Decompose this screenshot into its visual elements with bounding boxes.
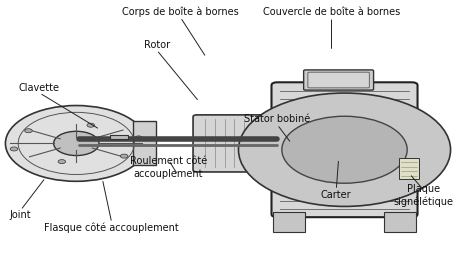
FancyBboxPatch shape	[193, 115, 295, 172]
FancyBboxPatch shape	[272, 82, 418, 217]
Text: Carter: Carter	[321, 190, 352, 200]
Bar	[110, 135, 128, 139]
Circle shape	[10, 147, 18, 151]
FancyBboxPatch shape	[273, 212, 305, 232]
FancyBboxPatch shape	[308, 72, 369, 88]
Circle shape	[238, 93, 451, 207]
Text: Clavette: Clavette	[19, 83, 60, 93]
Circle shape	[5, 105, 147, 181]
Circle shape	[25, 129, 32, 133]
Circle shape	[87, 123, 94, 127]
Text: Joint: Joint	[10, 210, 31, 220]
FancyBboxPatch shape	[384, 212, 416, 232]
Text: Corps de boîte à bornes: Corps de boîte à bornes	[122, 7, 239, 17]
Text: Rotor: Rotor	[144, 40, 170, 50]
Text: Stator bobiné: Stator bobiné	[244, 114, 310, 124]
Circle shape	[120, 154, 128, 158]
Circle shape	[282, 116, 407, 183]
Text: Roulement côté
accouplement: Roulement côté accouplement	[130, 156, 207, 179]
Text: Flasque côté accouplement: Flasque côté accouplement	[45, 223, 179, 233]
Circle shape	[54, 131, 99, 155]
Circle shape	[135, 136, 142, 140]
FancyBboxPatch shape	[304, 70, 374, 90]
FancyBboxPatch shape	[399, 158, 419, 179]
Circle shape	[58, 160, 65, 164]
FancyBboxPatch shape	[133, 121, 156, 165]
Text: Plaque
signélétique: Plaque signélétique	[394, 184, 454, 207]
Text: Couvercle de boîte à bornes: Couvercle de boîte à bornes	[263, 7, 400, 17]
